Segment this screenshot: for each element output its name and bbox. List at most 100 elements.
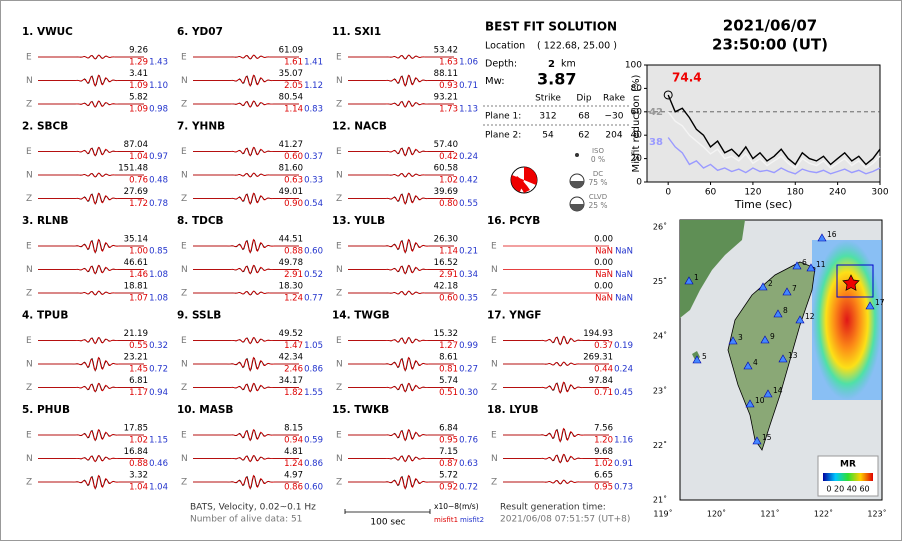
- scale-bar: [344, 509, 431, 514]
- series-line: [667, 111, 881, 169]
- y-tick-label: 60: [631, 107, 643, 117]
- misfit2: 0.78: [149, 199, 168, 209]
- misfit1: 0.94: [284, 436, 303, 446]
- waveform-synthetic: [348, 454, 454, 463]
- misfit1: 0.42: [439, 152, 458, 162]
- component: E: [336, 431, 342, 441]
- x-tick-label: 120: [744, 188, 761, 198]
- map-x-label: 122˚: [814, 509, 833, 519]
- component: E: [336, 242, 342, 252]
- plane-value: 204: [605, 131, 622, 141]
- misfit1: 1.82: [284, 388, 303, 398]
- amplitude: 49.78: [279, 258, 303, 268]
- station-title: 16. PCYB: [487, 215, 540, 227]
- waveform-synthetic: [503, 479, 609, 485]
- amplitude: 60.58: [434, 164, 458, 174]
- waveform-synthetic: [193, 238, 299, 254]
- map-station-label: 1: [694, 273, 699, 282]
- waveform-synthetic: [348, 54, 454, 60]
- station-title: 11. SXI1: [332, 26, 381, 38]
- amplitude: 9.26: [129, 46, 148, 56]
- misfit2: 0.86: [304, 459, 323, 469]
- misfit1: 0.60: [284, 152, 303, 162]
- misfit2: 0.60: [304, 247, 323, 257]
- amplitude: 42.18: [434, 282, 458, 292]
- misfit2: 0.99: [459, 341, 478, 351]
- x-tick-label: 0: [665, 188, 671, 198]
- misfit1: 1.04: [129, 152, 148, 162]
- misfit2: 0.97: [149, 152, 168, 162]
- amplitude: 87.04: [124, 140, 148, 150]
- waveform-synthetic: [38, 172, 144, 178]
- map-y-label: 22˚: [653, 440, 667, 450]
- station-title: 6. YD07: [177, 26, 223, 38]
- map-x-label: 121˚: [760, 509, 779, 519]
- amplitude: 81.60: [279, 164, 303, 174]
- component: E: [181, 53, 187, 63]
- misfit1: 0.55: [129, 341, 148, 351]
- component: Z: [181, 100, 187, 110]
- map-station-label: 9: [770, 332, 775, 341]
- station-title: 13. YULB: [332, 215, 385, 227]
- x-tick-label: 300: [871, 188, 888, 198]
- map-x-label: 123˚: [867, 509, 886, 519]
- component: Z: [26, 194, 32, 204]
- station-title: 14. TWGB: [332, 310, 390, 322]
- plane-label: Plane 2:: [485, 131, 521, 141]
- misfit2: 0.34: [459, 270, 478, 280]
- misfit2: NaN: [615, 270, 633, 280]
- misfit2: 0.55: [459, 199, 478, 209]
- comp-value: 0 %: [591, 155, 605, 164]
- misfit2: 0.46: [149, 459, 168, 469]
- beachball-quad: [513, 176, 530, 193]
- waveform-synthetic: [193, 146, 299, 157]
- map-station-label: 7: [792, 284, 797, 293]
- mt-icon: [570, 204, 584, 211]
- component: N: [336, 171, 343, 181]
- plane-value: 68: [578, 112, 590, 122]
- annotation: 38: [649, 137, 663, 148]
- component: N: [336, 76, 343, 86]
- gen-time: 2021/06/08 07:51:57 (UT+8): [500, 515, 630, 525]
- component: E: [336, 336, 342, 346]
- map-station: [745, 399, 755, 408]
- misfit2: 0.32: [149, 341, 168, 351]
- waveform-synthetic: [348, 336, 454, 345]
- plane-value: 62: [578, 131, 589, 141]
- misfit2: 0.71: [459, 81, 478, 91]
- waveform-synthetic: [193, 100, 299, 108]
- component: N: [181, 171, 188, 181]
- amplitude: 57.40: [434, 140, 458, 150]
- plane-value: 54: [542, 131, 554, 141]
- component: N: [491, 454, 498, 464]
- misfit1: 2.91: [439, 270, 458, 280]
- waveform-synthetic: [348, 290, 454, 296]
- start-marker: [663, 90, 673, 100]
- amplitude: 97.84: [589, 376, 613, 386]
- waveform-synthetic: [348, 264, 454, 275]
- map-x-label: 119˚: [653, 509, 672, 519]
- waveform-synthetic: [38, 100, 144, 108]
- waveform-synthetic: [38, 428, 144, 442]
- waveform-synthetic: [503, 427, 609, 443]
- amplitude: 4.97: [284, 471, 303, 481]
- misfit1: NaN: [595, 247, 613, 257]
- station-title: 9. SSLB: [177, 310, 221, 322]
- waveform-synthetic: [193, 382, 299, 393]
- misfit2: 0.73: [614, 483, 633, 493]
- waveform-synthetic: [193, 264, 299, 275]
- component: E: [26, 242, 32, 252]
- waveform-synthetic: [38, 290, 144, 296]
- table-header: Strike: [535, 94, 561, 104]
- amplitude: 41.27: [279, 140, 303, 150]
- location: ( 122.68, 25.00 ): [537, 41, 617, 52]
- comp-value: 75 %: [588, 178, 607, 187]
- misfit1: 0.80: [439, 199, 458, 209]
- waveform-synthetic: [193, 74, 299, 87]
- station-title: 4. TPUB: [22, 310, 68, 322]
- misfit1: 1.61: [284, 58, 303, 68]
- misfit2: 1.12: [304, 81, 323, 91]
- component: Z: [181, 289, 187, 299]
- misfit2: NaN: [615, 247, 633, 257]
